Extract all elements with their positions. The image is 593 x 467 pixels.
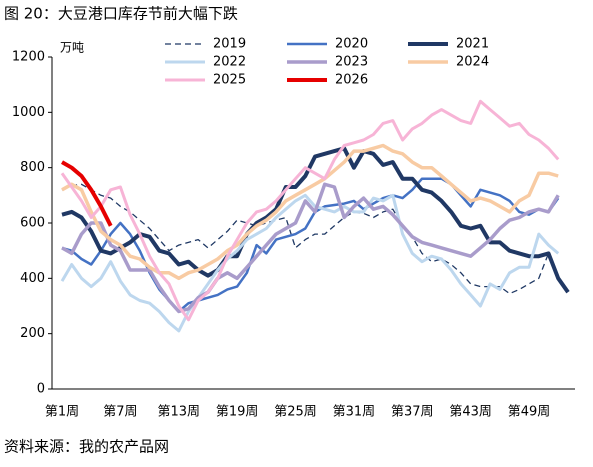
series-line <box>61 146 570 294</box>
y-axis-label: 万吨 <box>60 41 84 55</box>
x-tick-label: 第31周 <box>333 405 376 420</box>
x-tick-label: 第19周 <box>216 405 259 420</box>
y-tick-label: 400 <box>20 271 45 286</box>
y-tick-label: 1200 <box>12 50 45 65</box>
x-tick-label: 第43周 <box>449 405 492 420</box>
series-line <box>61 182 560 314</box>
legend-label: 2026 <box>335 73 368 88</box>
x-tick-label: 第37周 <box>391 405 434 420</box>
legend-label: 2019 <box>213 37 246 52</box>
series-line <box>61 183 550 295</box>
x-tick-label: 第1周 <box>45 405 79 420</box>
legend-label: 2020 <box>335 37 368 52</box>
legend-label: 2022 <box>213 55 246 70</box>
y-tick-label: 600 <box>20 216 45 231</box>
chart-title: 图 20：大豆港口库存节前大幅下跌 <box>4 5 238 23</box>
y-tick-label: 0 <box>37 382 45 397</box>
series-line <box>61 160 113 227</box>
series-line <box>61 143 559 281</box>
legend-label: 2025 <box>213 73 246 88</box>
legend-label: 2023 <box>335 55 368 70</box>
series-line <box>60 193 560 333</box>
source-note: 资料来源：我的农产品网 <box>4 438 169 456</box>
x-tick-label: 第25周 <box>274 405 317 420</box>
x-tick-label: 第7周 <box>103 405 137 420</box>
y-tick-label: 200 <box>20 326 45 341</box>
y-tick-label: 1000 <box>12 105 45 120</box>
y-tick-label: 800 <box>20 160 45 175</box>
legend-label: 2021 <box>456 37 489 52</box>
x-tick-label: 第13周 <box>157 405 200 420</box>
series-line <box>60 99 560 322</box>
legend-label: 2024 <box>456 55 489 70</box>
x-tick-label: 第49周 <box>508 405 551 420</box>
